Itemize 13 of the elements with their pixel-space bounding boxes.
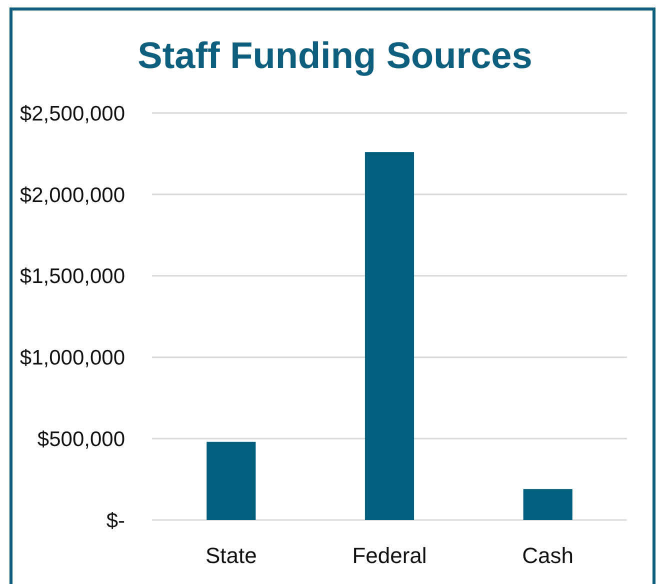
bar	[206, 442, 256, 520]
x-tick-label: Cash	[522, 543, 574, 568]
y-tick-label: $500,000	[37, 428, 125, 451]
x-tick-label: State	[205, 543, 257, 568]
bar	[523, 489, 572, 520]
y-tick-label: $-	[106, 509, 125, 532]
x-tick-label: Federal	[352, 543, 427, 568]
y-tick-label: $1,500,000	[20, 265, 125, 288]
chart-title: Staff Funding Sources	[138, 35, 532, 76]
y-tick-label: $2,500,000	[20, 102, 125, 126]
y-tick-label: $2,000,000	[20, 184, 125, 207]
y-tick-label: $1,000,000	[20, 346, 125, 370]
bar	[364, 152, 414, 520]
